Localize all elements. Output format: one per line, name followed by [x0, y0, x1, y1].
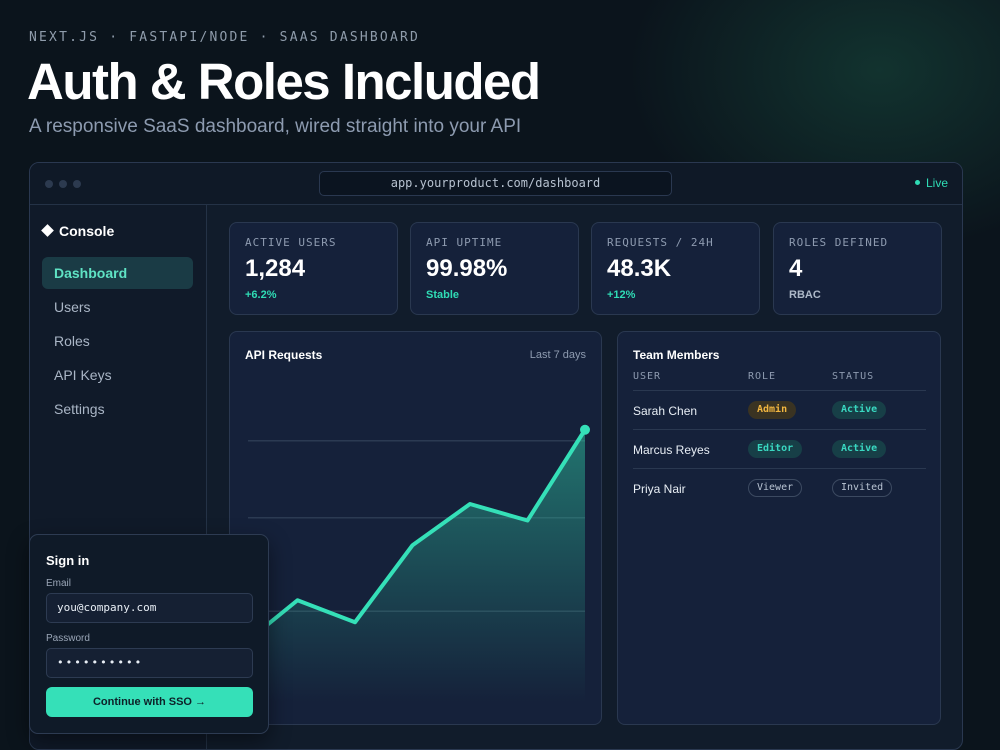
stat-label: REQUESTS / 24H: [607, 236, 714, 249]
signin-title: Sign in: [46, 553, 90, 568]
stat-value: 4: [789, 255, 803, 282]
area-fill: [240, 429, 585, 702]
stat-value: 1,284: [245, 255, 306, 282]
sso-button[interactable]: Continue with SSO →: [46, 687, 253, 717]
user-name: Sarah Chen: [633, 404, 698, 418]
hero-title: Auth & Roles Included: [27, 53, 541, 110]
stat-sub: +6.2%: [245, 289, 277, 301]
team-panel: Team Members USER ROLE STATUS Sarah Chen…: [617, 331, 941, 725]
stat-value: 99.98%: [426, 255, 508, 282]
stat-sub: RBAC: [789, 289, 821, 301]
role-badge: Viewer: [748, 479, 803, 497]
sidebar-item-users[interactable]: Users: [54, 299, 91, 315]
role-badge: Admin: [748, 401, 797, 419]
series-line: [238, 428, 587, 649]
stat-label: ACTIVE USERS: [245, 236, 337, 249]
status-badge: Invited: [832, 479, 893, 497]
column-role[interactable]: ROLE: [748, 371, 777, 382]
role-badge: Editor: [748, 440, 803, 458]
table-row[interactable]: Priya Nair Viewer Invited: [633, 469, 926, 508]
window-dot-maximize[interactable]: [73, 180, 81, 188]
window-titlebar: app.yourproduct.com/dashboard Live: [30, 163, 962, 205]
table-row[interactable]: Marcus Reyes Editor Active: [633, 430, 926, 469]
live-status-label: Live: [925, 176, 948, 190]
table-row[interactable]: Sarah Chen Admin Active: [633, 391, 926, 430]
hero-subtitle: A responsive SaaS dashboard, wired strai…: [29, 116, 522, 137]
sidebar-item-api-keys[interactable]: API Keys: [54, 367, 112, 383]
sidebar-item-dashboard[interactable]: Dashboard: [42, 257, 193, 289]
chart-panel: API Requests Last 7 days: [229, 331, 602, 725]
sidebar-item-roles[interactable]: Roles: [54, 333, 90, 349]
api-requests-chart: [238, 424, 590, 702]
stat-card-roles: ROLES DEFINED 4 RBAC: [773, 222, 942, 315]
diamond-icon: [41, 224, 54, 237]
team-table: USER ROLE STATUS Sarah Chen Admin Active…: [633, 366, 926, 508]
stat-card-api-uptime: API UPTIME 99.98% Stable: [410, 222, 579, 315]
email-field[interactable]: you@company.com: [46, 593, 253, 623]
sidebar-item-settings[interactable]: Settings: [54, 401, 105, 417]
column-user[interactable]: USER: [633, 371, 662, 382]
table-header: USER ROLE STATUS: [633, 366, 926, 391]
stat-value: 48.3K: [607, 255, 672, 282]
password-field[interactable]: ••••••••••: [46, 648, 253, 678]
signin-card: Sign in Email you@company.com Password •…: [29, 534, 269, 734]
chart-range: Last 7 days: [529, 349, 586, 361]
chart-title: API Requests: [245, 348, 323, 362]
hero-eyebrow: NEXT.JS · FASTAPI/NODE · SAAS DASHBOARD: [29, 30, 421, 45]
stat-label: API UPTIME: [426, 236, 503, 249]
stat-sub: Stable: [426, 289, 460, 301]
brand-label: Console: [59, 223, 115, 239]
brand: Console: [41, 223, 115, 239]
user-name: Priya Nair: [633, 482, 686, 496]
status-badge: Active: [832, 440, 887, 458]
status-badge: Active: [832, 401, 887, 419]
column-status[interactable]: STATUS: [832, 371, 875, 382]
window-dot-close[interactable]: [45, 180, 53, 188]
team-title: Team Members: [633, 348, 720, 362]
live-dot-icon: [914, 180, 920, 186]
stat-card-active-users: ACTIVE USERS 1,284 +6.2%: [229, 222, 398, 315]
stat-label: ROLES DEFINED: [789, 236, 889, 249]
sidebar-nav: Dashboard Users Roles API Keys Settings: [42, 257, 193, 427]
user-name: Marcus Reyes: [633, 443, 710, 457]
live-status: Live: [914, 176, 948, 190]
stat-card-requests: REQUESTS / 24H 48.3K +12%: [591, 222, 760, 315]
url-bar[interactable]: app.yourproduct.com/dashboard: [319, 171, 672, 196]
email-label: Email: [46, 578, 72, 589]
data-point[interactable]: [580, 424, 590, 435]
password-label: Password: [46, 633, 90, 644]
window-dot-minimize[interactable]: [59, 180, 67, 188]
stat-sub: +12%: [607, 289, 636, 301]
